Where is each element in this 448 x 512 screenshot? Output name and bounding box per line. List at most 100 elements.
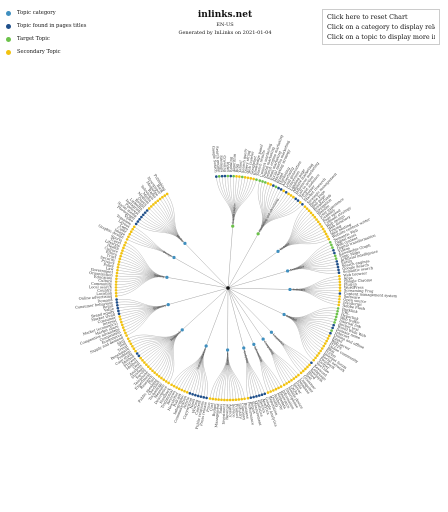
topic-node[interactable]: [118, 315, 122, 318]
topic-node[interactable]: [255, 395, 258, 398]
topic-node[interactable]: [154, 201, 157, 204]
topic-node[interactable]: [129, 342, 133, 346]
topic-label[interactable]: Layout: [118, 219, 131, 229]
topic-node[interactable]: [120, 252, 123, 255]
topic-label[interactable]: Videos: [337, 246, 351, 254]
topic-node[interactable]: [320, 225, 323, 228]
topic-node[interactable]: [134, 222, 138, 226]
topic-label[interactable]: Law: [106, 266, 115, 271]
topic-label[interactable]: Reviews: [166, 390, 177, 405]
topic-label[interactable]: Brand: [276, 172, 285, 184]
topic-label[interactable]: Google Chrome: [344, 278, 373, 284]
topic-label[interactable]: Authority: [273, 392, 284, 411]
topic-node[interactable]: [249, 177, 253, 180]
topic-node[interactable]: [138, 217, 141, 221]
topic-node[interactable]: [167, 381, 170, 385]
topic-label[interactable]: Policy: [103, 263, 115, 269]
topic-node[interactable]: [161, 195, 164, 199]
topic-node[interactable]: [333, 254, 337, 258]
topic-node[interactable]: [301, 369, 305, 373]
topic-label[interactable]: Tool: [118, 341, 127, 349]
topic-node[interactable]: [296, 199, 300, 202]
topic-label[interactable]: Consumer: [97, 316, 116, 325]
topic-node[interactable]: [145, 363, 148, 366]
topic-node[interactable]: [249, 396, 253, 399]
category-node[interactable]: [269, 330, 274, 334]
topic-node[interactable]: [314, 356, 317, 360]
topic-node[interactable]: [336, 309, 339, 313]
topic-node[interactable]: [215, 175, 218, 178]
topic-node[interactable]: [153, 371, 156, 374]
topic-node[interactable]: [321, 227, 325, 231]
topic-node[interactable]: [208, 397, 212, 400]
topic-node[interactable]: [305, 207, 309, 210]
topic-node[interactable]: [311, 213, 315, 217]
topic-label[interactable]: Search results: [256, 150, 267, 177]
topic-label[interactable]: Agency: [228, 403, 232, 418]
topic-node[interactable]: [151, 369, 154, 373]
topic-label[interactable]: JavaScript: [342, 301, 363, 308]
category-node[interactable]: [172, 255, 176, 260]
topic-label[interactable]: Reddit: [134, 198, 146, 210]
topic-label[interactable]: Investment: [222, 403, 227, 424]
topic-node[interactable]: [129, 230, 133, 234]
topic-node[interactable]: [147, 365, 150, 369]
topic-node[interactable]: [119, 254, 122, 258]
topic-label[interactable]: Community: [91, 282, 113, 287]
category-node[interactable]: [286, 269, 290, 273]
topic-node[interactable]: [121, 326, 125, 329]
topic-node[interactable]: [232, 174, 235, 178]
topic-label[interactable]: Infographic: [173, 394, 185, 415]
topic-node[interactable]: [125, 334, 128, 337]
topic-node[interactable]: [124, 331, 127, 335]
category-node[interactable]: [225, 348, 230, 352]
topic-node[interactable]: [122, 246, 125, 250]
topic-node[interactable]: [317, 220, 320, 224]
topic-label[interactable]: Method: [121, 354, 135, 366]
topic-node[interactable]: [277, 386, 280, 390]
topic-node[interactable]: [258, 179, 262, 182]
category-node[interactable]: [183, 241, 187, 246]
topic-node[interactable]: [292, 377, 296, 380]
topic-node[interactable]: [149, 205, 153, 208]
topic-label[interactable]: Copywriting: [182, 397, 193, 420]
topic-label[interactable]: Product: [234, 404, 239, 419]
topic-node[interactable]: [331, 246, 334, 249]
category-label[interactable]: Search engine: [231, 203, 237, 224]
topic-label[interactable]: Government: [90, 267, 113, 274]
topic-node[interactable]: [163, 194, 167, 197]
topic-label[interactable]: Internet: [335, 330, 351, 340]
topic-node[interactable]: [180, 388, 184, 392]
topic-node[interactable]: [246, 396, 250, 400]
topic-node[interactable]: [191, 392, 194, 396]
topic-node[interactable]: [196, 394, 200, 398]
topic-node[interactable]: [217, 398, 220, 401]
topic-node[interactable]: [145, 209, 149, 212]
category-label[interactable]: Software: [292, 288, 305, 292]
topic-label[interactable]: Topic Maps: [339, 250, 360, 259]
topic-node[interactable]: [307, 209, 311, 213]
topic-label[interactable]: Web browser: [343, 271, 367, 278]
topic-label[interactable]: Goal: [132, 361, 142, 370]
topic-label[interactable]: Pricing: [329, 224, 343, 234]
category-label[interactable]: Computing: [263, 340, 275, 355]
topic-node[interactable]: [312, 358, 315, 362]
topic-node[interactable]: [323, 230, 326, 233]
topic-node[interactable]: [337, 303, 341, 307]
topic-label[interactable]: Entity: [341, 259, 354, 265]
topic-node[interactable]: [135, 352, 139, 355]
topic-label[interactable]: Search engines: [342, 259, 371, 268]
topic-label[interactable]: Location: [96, 291, 113, 296]
topic-label[interactable]: Software: [344, 295, 361, 300]
topic-node[interactable]: [147, 207, 151, 210]
topic-label[interactable]: Privacy: [101, 259, 116, 266]
topic-label[interactable]: Trend: [117, 344, 129, 353]
topic-label[interactable]: Reputation: [268, 396, 279, 417]
topic-node[interactable]: [338, 280, 342, 284]
topic-node[interactable]: [287, 380, 291, 384]
topic-label[interactable]: Organization: [89, 271, 114, 278]
topic-node[interactable]: [137, 354, 141, 358]
topic-node[interactable]: [330, 329, 333, 332]
topic-label[interactable]: Logo: [119, 223, 129, 231]
topic-node[interactable]: [284, 190, 288, 194]
